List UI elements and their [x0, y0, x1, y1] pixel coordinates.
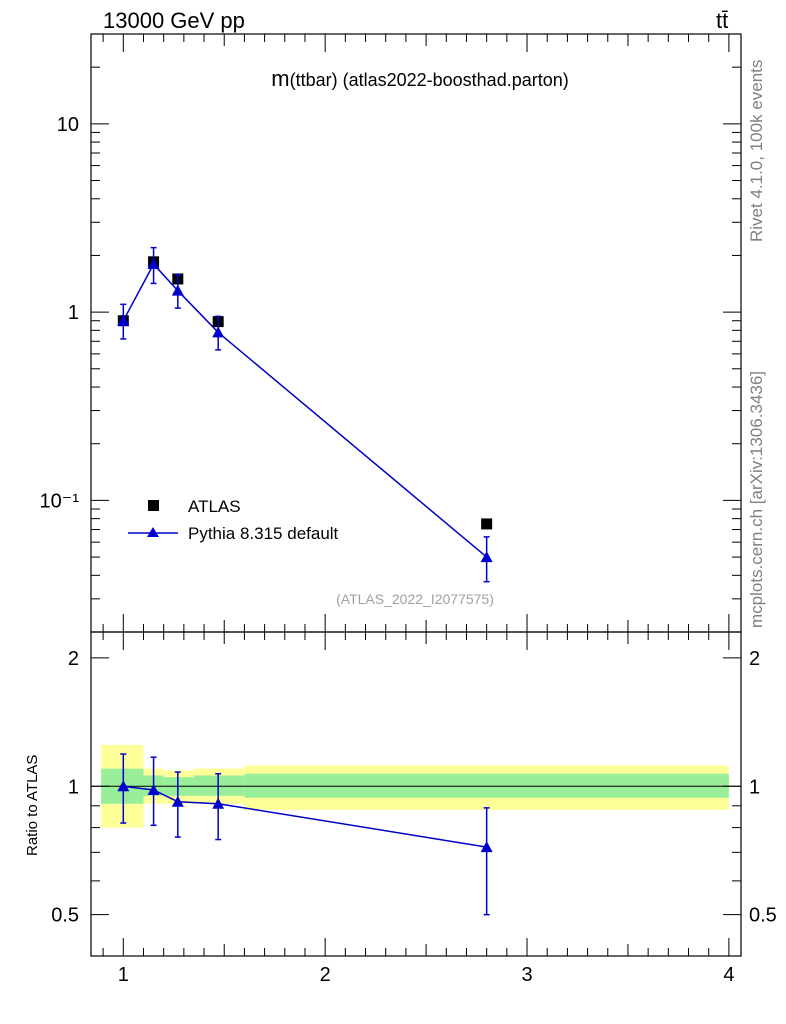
main-axis-ticks [91, 33, 741, 633]
main-ytick-label: 1 [68, 302, 79, 324]
ratio-ylabel: Ratio to ATLAS [24, 755, 41, 856]
ratio-data-point [147, 784, 160, 796]
ratio-xtick-label: 4 [723, 964, 734, 986]
source-label: mcplots.cern.ch [arXiv:1306.3436] [747, 371, 766, 628]
process-label: tt̄ [716, 8, 728, 33]
main-ytick-label: 10⁻¹ [40, 490, 80, 512]
pythia-data-point [147, 258, 160, 270]
ratio-axis-ticks [91, 632, 741, 957]
energy-label: 13000 GeV pp [103, 8, 245, 33]
ratio-ytick-label-right: 1 [749, 776, 760, 798]
ratio-panel: 0.5 0.5 1 1 2 2 1 2 3 4 Ratio to ATLAS [24, 631, 777, 986]
ratio-data-point [117, 780, 130, 792]
pythia-data-point [480, 551, 493, 563]
ratio-panel-frame [90, 631, 742, 957]
pythia-data-point [117, 314, 130, 326]
ratio-ytick-label-left: 2 [68, 648, 79, 670]
legend-atlas-marker [148, 500, 159, 511]
ratio-data-point [480, 841, 493, 853]
rivet-version-label: Rivet 4.1.0, 100k events [747, 60, 766, 242]
pythia-data-point [171, 284, 184, 296]
legend-atlas-label: ATLAS [188, 497, 241, 516]
analysis-tag: (ATLAS_2022_I2077575) [336, 591, 494, 607]
ratio-xtick-label: 3 [521, 964, 532, 986]
pythia-data-point [212, 326, 225, 338]
main-panel: m(ttbar) (atlas2022-boosthad.parton) 10⁻… [40, 33, 742, 633]
ratio-uncertainty-band-inner [244, 773, 729, 798]
ratio-ytick-label-left: 0.5 [51, 905, 79, 927]
legend-pythia-marker [147, 527, 159, 537]
ratio-data-point [171, 795, 184, 807]
atlas-data-point [481, 518, 493, 530]
ratio-data-point [212, 797, 225, 809]
ratio-ytick-label-right: 0.5 [749, 905, 777, 927]
main-ytick-label: 10 [57, 114, 79, 136]
ratio-uncertainty-band-inner [193, 775, 245, 796]
ratio-xtick-label: 1 [118, 964, 129, 986]
legend: ATLAS Pythia 8.315 default [128, 497, 339, 543]
legend-pythia-label: Pythia 8.315 default [188, 524, 339, 543]
ratio-ytick-label-left: 1 [68, 776, 79, 798]
ratio-xtick-label: 2 [320, 964, 331, 986]
ratio-ytick-label-right: 2 [749, 648, 760, 670]
main-title: m(ttbar) (atlas2022-boosthad.parton) [271, 66, 569, 91]
